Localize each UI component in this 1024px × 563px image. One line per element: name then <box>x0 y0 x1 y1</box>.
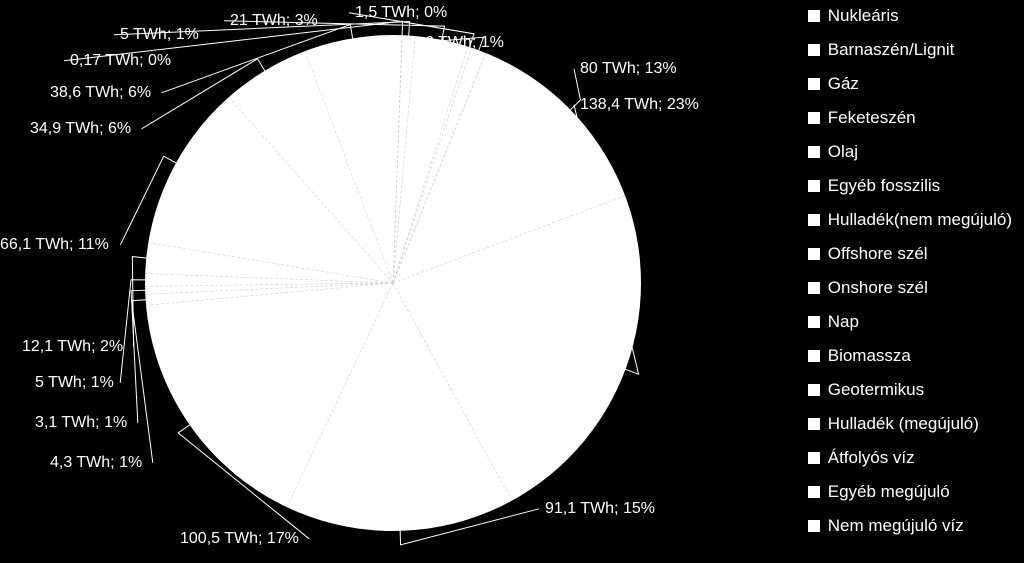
legend-swatch <box>808 146 820 158</box>
legend-swatch <box>808 78 820 90</box>
legend-label: Hulladék(nem megújuló) <box>828 210 1012 230</box>
legend-item: Feketeszén <box>808 108 1012 128</box>
legend-label: Nem megújuló víz <box>828 516 964 536</box>
slice-label: 6 TWh; 1% <box>425 34 504 52</box>
slice-label: 1,5 TWh; 0% <box>355 4 447 22</box>
slice-label: 5 TWh; 1% <box>35 374 114 392</box>
legend-item: Barnaszén/Lignit <box>808 40 1012 60</box>
legend-item: Onshore szél <box>808 278 1012 298</box>
legend-item: Offshore szél <box>808 244 1012 264</box>
legend-item: Olaj <box>808 142 1012 162</box>
legend-swatch <box>808 520 820 532</box>
pie-chart: 80 TWh; 13% 138,4 TWh; 23% 91,1 TWh; 15% 10… <box>0 0 1024 563</box>
slice-label: 66,1 TWh; 11% <box>0 236 109 254</box>
legend-item: Átfolyós víz <box>808 448 1012 468</box>
legend-item: Geotermikus <box>808 380 1012 400</box>
legend-label: Biomassza <box>828 346 911 366</box>
legend-label: Onshore szél <box>828 278 928 298</box>
legend-swatch <box>808 180 820 192</box>
legend-swatch <box>808 112 820 124</box>
slice-label: 91,1 TWh; 15% <box>545 500 655 518</box>
legend-label: Egyéb fosszilis <box>828 176 940 196</box>
legend-label: Offshore szél <box>828 244 928 264</box>
slice-label: 100,5 TWh; 17% <box>180 530 299 548</box>
legend-swatch <box>808 384 820 396</box>
legend: Nukleáris Barnaszén/Lignit Gáz Feketeszén Ol… <box>808 6 1012 536</box>
legend-item: Hulladék(nem megújuló) <box>808 210 1012 230</box>
legend-label: Nap <box>828 312 859 332</box>
legend-label: Geotermikus <box>828 380 924 400</box>
slice-label: 138,4 TWh; 23% <box>580 96 699 114</box>
legend-item: Nukleáris <box>808 6 1012 26</box>
legend-label: Nukleáris <box>828 6 899 26</box>
legend-item: Biomassza <box>808 346 1012 366</box>
legend-swatch <box>808 10 820 22</box>
legend-item: Hulladék (megújuló) <box>808 414 1012 434</box>
legend-swatch <box>808 248 820 260</box>
legend-label: Egyéb megújuló <box>828 482 950 502</box>
slice-label: 4,3 TWh; 1% <box>50 454 142 472</box>
legend-swatch <box>808 486 820 498</box>
legend-label: Feketeszén <box>828 108 916 128</box>
slice-label: 12,1 TWh; 2% <box>22 338 123 356</box>
slice-label: 5 TWh; 1% <box>120 26 199 44</box>
slice-label: 21 TWh; 3% <box>230 12 318 30</box>
legend-item: Nem megújuló víz <box>808 516 1012 536</box>
slice-label: 38,6 TWh; 6% <box>50 84 151 102</box>
legend-item: Nap <box>808 312 1012 332</box>
legend-item: Egyéb fosszilis <box>808 176 1012 196</box>
legend-label: Gáz <box>828 74 859 94</box>
legend-swatch <box>808 316 820 328</box>
slice-label: 3,1 TWh; 1% <box>35 414 127 432</box>
legend-swatch <box>808 44 820 56</box>
legend-item: Gáz <box>808 74 1012 94</box>
legend-swatch <box>808 282 820 294</box>
slice-label: 34,9 TWh; 6% <box>30 120 131 138</box>
legend-swatch <box>808 418 820 430</box>
slice-label: 80 TWh; 13% <box>580 60 677 78</box>
legend-label: Barnaszén/Lignit <box>828 40 955 60</box>
legend-label: Hulladék (megújuló) <box>828 414 979 434</box>
legend-swatch <box>808 452 820 464</box>
legend-label: Átfolyós víz <box>828 448 915 468</box>
legend-swatch <box>808 350 820 362</box>
legend-swatch <box>808 214 820 226</box>
legend-item: Egyéb megújuló <box>808 482 1012 502</box>
legend-label: Olaj <box>828 142 858 162</box>
slice-label: 0,17 TWh; 0% <box>70 52 171 70</box>
